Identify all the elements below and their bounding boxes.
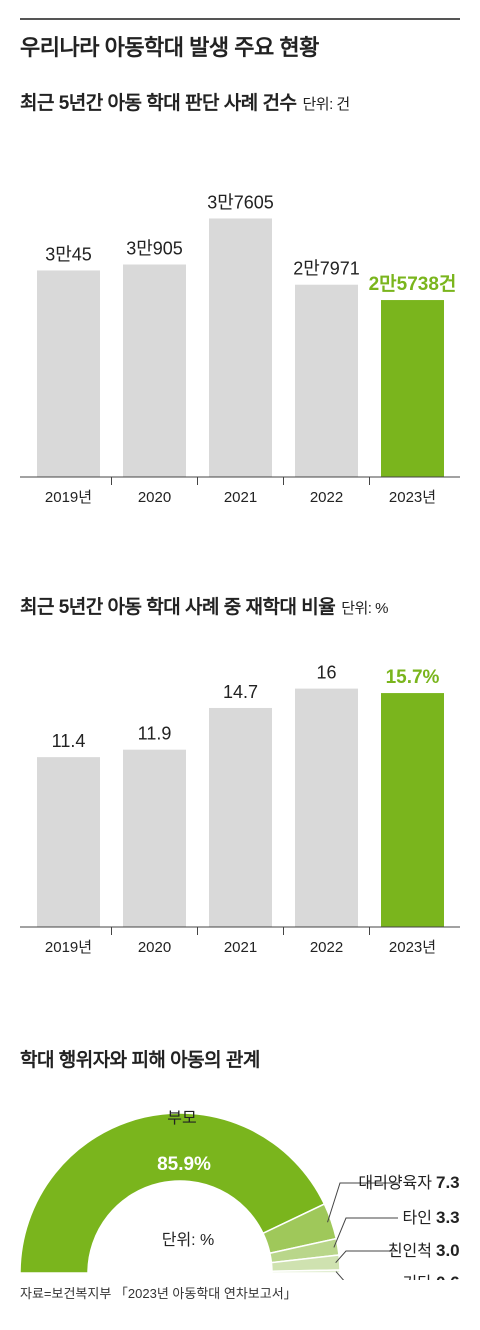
donut-leader-line	[335, 1250, 398, 1264]
chart1-title: 최근 5년간 아동 학대 판단 사례 건수 단위: 건	[20, 88, 350, 115]
chart2-value-label: 15.7%	[386, 667, 440, 688]
chart2-unit: 단위: %	[341, 600, 388, 617]
donut-slice-value: 7.3	[436, 1173, 460, 1192]
chart2-value-label: 16	[316, 663, 336, 683]
chart2-category-label: 2023년	[389, 939, 436, 955]
chart1-category-label: 2023년	[389, 489, 436, 506]
chart2-value-label: 11.9	[138, 724, 172, 744]
chart2-category-label: 2020	[138, 939, 171, 955]
donut-slice-value: 3.0	[436, 1241, 460, 1260]
chart1-value-label: 3만45	[45, 244, 92, 264]
chart1-bar	[209, 218, 272, 477]
page-title: 우리나라 아동학대 발생 주요 현황	[20, 35, 319, 60]
chart1-value-label: 3만7605	[207, 192, 274, 212]
chart2-category-label: 2019년	[45, 939, 92, 955]
chart1-bar	[123, 264, 186, 477]
donut-slice-name: 부모	[167, 1110, 196, 1127]
chart2-bar	[381, 693, 444, 927]
donut-slice-name: 기타	[403, 1274, 433, 1280]
donut-slice-value: 3.3	[436, 1208, 460, 1227]
donut-leader-line	[333, 1217, 398, 1248]
chart1-bar	[295, 284, 358, 477]
donut-slice-name: 친인척	[388, 1242, 432, 1260]
donut-slice	[271, 1269, 341, 1274]
chart1-title-text: 최근 5년간 아동 학대 판단 사례 건수	[20, 93, 297, 114]
donut-leader-line	[327, 1182, 398, 1223]
donut-unit: 단위: %	[162, 1231, 215, 1249]
chart2-category-label: 2021	[224, 939, 257, 955]
donut-leader-line	[335, 1271, 345, 1280]
chart1-bar-chart: 3만45 2019년 3만905 2020 3만7605 2021 2만7971 2022 2만…	[20, 192, 460, 506]
chart1-value-label: 3만905	[126, 239, 183, 259]
chart1-category-label: 2020	[138, 489, 171, 506]
chart2-bar	[209, 707, 272, 927]
chart2-value-label: 14.7	[223, 682, 258, 702]
chart1-category-label: 2022	[310, 489, 343, 506]
chart1-category-label: 2019년	[45, 489, 92, 506]
chart1-value-label: 2만7971	[293, 259, 360, 279]
donut-slice-name: 대리양육자	[358, 1174, 432, 1192]
chart2-value-label: 11.4	[52, 731, 86, 751]
chart1-bar	[37, 270, 100, 477]
chart2-title-text: 최근 5년간 아동 학대 사례 중 재학대 비율	[20, 597, 336, 618]
chart2-title: 최근 5년간 아동 학대 사례 중 재학대 비율 단위: %	[20, 592, 388, 619]
chart1-bar	[381, 300, 444, 477]
donut-slice-name: 타인	[403, 1209, 432, 1227]
chart1-category-label: 2021	[224, 489, 257, 506]
chart2-bar	[295, 688, 358, 927]
chart2-bar	[37, 757, 100, 927]
chart2-bar-chart: 11.4 2019년 11.9 2020 14.7 2021 16 2022 15.7% 2023…	[20, 663, 460, 955]
chart3-title: 학대 행위자와 피해 아동의 관계	[20, 1050, 260, 1071]
chart1-unit: 단위: 건	[302, 96, 350, 113]
donut-slice-value: 0.6	[436, 1273, 460, 1280]
donut-slice-value: 85.9%	[157, 1154, 211, 1175]
chart1-value-label: 2만5738건	[369, 273, 457, 295]
chart2-bar	[123, 749, 186, 927]
source-note: 자료=보건복지부 「2023년 아동학대 연차보고서」	[20, 1286, 297, 1301]
chart2-category-label: 2022	[310, 939, 343, 955]
top-rule	[20, 18, 460, 20]
donut-slice	[19, 1112, 326, 1274]
